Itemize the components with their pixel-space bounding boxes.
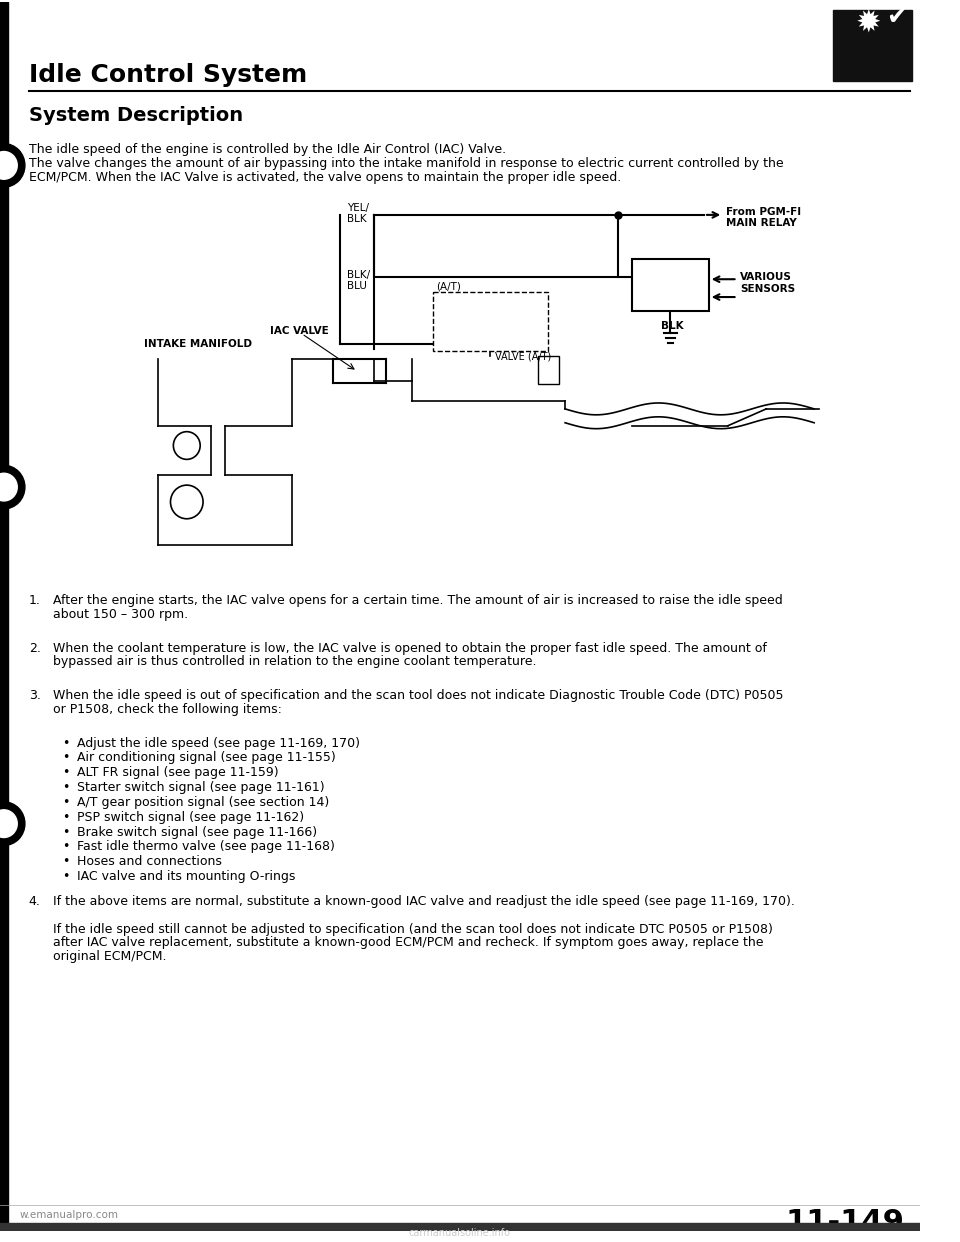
Text: •: • bbox=[62, 737, 70, 749]
Text: After the engine starts, the IAC valve opens for a certain time. The amount of a: After the engine starts, the IAC valve o… bbox=[53, 594, 782, 607]
Bar bbox=[433, 292, 548, 351]
Text: VARIOUS: VARIOUS bbox=[740, 272, 792, 282]
Circle shape bbox=[0, 802, 25, 846]
Text: •: • bbox=[62, 796, 70, 809]
Text: BLU: BLU bbox=[347, 281, 367, 291]
Text: bypassed air is thus controlled in relation to the engine coolant temperature.: bypassed air is thus controlled in relat… bbox=[53, 656, 537, 668]
Text: The valve changes the amount of air bypassing into the intake manifold in respon: The valve changes the amount of air bypa… bbox=[29, 158, 783, 170]
Text: BLK: BLK bbox=[347, 214, 367, 224]
Text: MAIN RELAY: MAIN RELAY bbox=[726, 217, 797, 227]
Text: Starter switch signal (see page 11-161): Starter switch signal (see page 11-161) bbox=[77, 781, 324, 794]
Bar bbox=[0, 1222, 920, 1232]
Text: ECM/: ECM/ bbox=[643, 270, 675, 279]
Text: BLK/: BLK/ bbox=[347, 271, 370, 281]
Text: •: • bbox=[62, 751, 70, 764]
Circle shape bbox=[0, 144, 25, 188]
Text: after IAC valve replacement, substitute a known-good ECM/PCM and recheck. If sym: after IAC valve replacement, substitute … bbox=[53, 936, 763, 949]
Text: BLK: BLK bbox=[660, 320, 684, 330]
Text: or P1508, check the following items:: or P1508, check the following items: bbox=[53, 703, 281, 715]
Text: COOLANT: COOLANT bbox=[444, 315, 500, 325]
Text: The idle speed of the engine is controlled by the Idle Air Control (IAC) Valve.: The idle speed of the engine is controll… bbox=[29, 143, 506, 155]
Text: If the idle speed still cannot be adjusted to specification (and the scan tool d: If the idle speed still cannot be adjust… bbox=[53, 923, 773, 935]
Text: ALT FR signal (see page 11-159): ALT FR signal (see page 11-159) bbox=[77, 766, 278, 779]
Text: IAC valve and its mounting O-rings: IAC valve and its mounting O-rings bbox=[77, 871, 295, 883]
Text: When the idle speed is out of specification and the scan tool does not indicate : When the idle speed is out of specificat… bbox=[53, 689, 783, 702]
Text: •: • bbox=[62, 811, 70, 823]
Text: YEL/: YEL/ bbox=[347, 202, 369, 214]
Circle shape bbox=[0, 152, 17, 179]
Text: ✔: ✔ bbox=[886, 5, 907, 29]
Text: 2.: 2. bbox=[29, 642, 40, 655]
Text: 3.: 3. bbox=[29, 689, 40, 702]
Text: •: • bbox=[62, 781, 70, 794]
Text: •: • bbox=[62, 841, 70, 853]
Circle shape bbox=[0, 473, 17, 501]
Circle shape bbox=[0, 810, 17, 837]
Text: PCM: PCM bbox=[645, 286, 673, 296]
Text: Hoses and connections: Hoses and connections bbox=[77, 856, 222, 868]
Text: 4.: 4. bbox=[29, 895, 40, 908]
Circle shape bbox=[0, 466, 25, 509]
Text: about 150 – 300 rpm.: about 150 – 300 rpm. bbox=[53, 607, 188, 621]
Text: original ECM/PCM.: original ECM/PCM. bbox=[53, 950, 166, 964]
Text: •: • bbox=[62, 826, 70, 838]
Text: IDLE: IDLE bbox=[505, 329, 527, 340]
Text: Adjust the idle speed (see page 11-169, 170): Adjust the idle speed (see page 11-169, … bbox=[77, 737, 360, 749]
Text: If the above items are normal, substitute a known-good IAC valve and readjust th: If the above items are normal, substitut… bbox=[53, 895, 795, 908]
Text: ✹: ✹ bbox=[855, 9, 881, 37]
Text: Idle Control System: Idle Control System bbox=[29, 63, 307, 87]
Text: System Description: System Description bbox=[29, 106, 243, 125]
Text: THERMO: THERMO bbox=[499, 340, 541, 350]
Text: 1.: 1. bbox=[29, 594, 40, 607]
Bar bbox=[0, 2, 8, 1232]
Text: •: • bbox=[62, 856, 70, 868]
Text: INTAKE MANIFOLD: INTAKE MANIFOLD bbox=[144, 339, 252, 349]
Text: SENSORS: SENSORS bbox=[740, 284, 796, 294]
Text: (A/T): (A/T) bbox=[436, 281, 461, 291]
Text: •: • bbox=[62, 766, 70, 779]
Text: ECM/PCM. When the IAC Valve is activated, the valve opens to maintain the proper: ECM/PCM. When the IAC Valve is activated… bbox=[29, 171, 621, 184]
Bar bbox=[632, 260, 708, 310]
Text: PSP switch signal (see page 11-162): PSP switch signal (see page 11-162) bbox=[77, 811, 303, 823]
Text: FAST: FAST bbox=[505, 319, 528, 329]
Text: IAC VALVE: IAC VALVE bbox=[270, 325, 329, 335]
Text: When the coolant temperature is low, the IAC valve is opened to obtain the prope: When the coolant temperature is low, the… bbox=[53, 642, 766, 655]
Text: Air conditioning signal (see page 11-155): Air conditioning signal (see page 11-155… bbox=[77, 751, 335, 764]
Bar bbox=[833, 10, 912, 81]
Text: ENGINE: ENGINE bbox=[448, 302, 492, 312]
Text: w.emanualpro.com: w.emanualpro.com bbox=[19, 1210, 118, 1220]
Text: A/T gear position signal (see section 14): A/T gear position signal (see section 14… bbox=[77, 796, 329, 809]
Text: From PGM-FI: From PGM-FI bbox=[726, 207, 802, 217]
Text: Brake switch signal (see page 11-166): Brake switch signal (see page 11-166) bbox=[77, 826, 317, 838]
Text: VALVE (A/T): VALVE (A/T) bbox=[495, 351, 551, 361]
Text: 11-149: 11-149 bbox=[785, 1207, 904, 1237]
Text: Fast idle thermo valve (see page 11-168): Fast idle thermo valve (see page 11-168) bbox=[77, 841, 334, 853]
Text: •: • bbox=[62, 871, 70, 883]
Bar bbox=[539, 356, 560, 384]
Text: carmanualsoline.info: carmanualsoline.info bbox=[409, 1227, 511, 1237]
